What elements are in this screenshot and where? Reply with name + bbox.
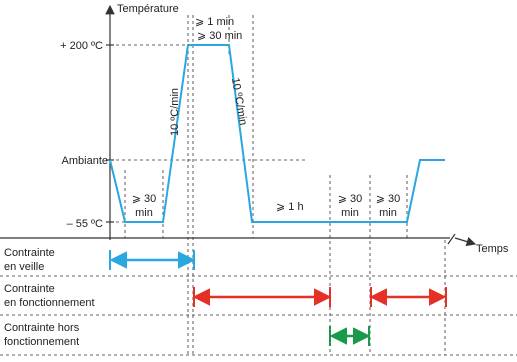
row-label: Contrainte en fonctionnement — [4, 283, 95, 309]
level-label: Ambiante — [62, 155, 108, 167]
annotation: 10 ºC/min — [169, 88, 181, 136]
x-axis-title: Temps — [476, 243, 509, 255]
axes — [0, 4, 477, 247]
annotation: ⩾ 1 h — [276, 201, 304, 213]
temperature-profile — [109, 44, 445, 223]
annotation: ⩾ 30 min — [338, 193, 363, 219]
annotation: ⩾ 30 min — [376, 193, 401, 219]
level-label: – 55 ºC — [67, 218, 103, 230]
row-label: Contrainte en veille — [4, 247, 55, 273]
y-axis-title: Température — [117, 3, 179, 15]
annotation: ⩾ 30 min — [132, 193, 157, 219]
annotation: ⩾ 30 min — [197, 30, 242, 42]
annotation: ⩾ 1 min — [195, 16, 234, 28]
annotation: 10 ºC/min — [229, 77, 249, 126]
row-label: Contrainte hors fonctionnement — [4, 322, 80, 348]
stress-arrows — [109, 250, 447, 346]
level-label: + 200 ºC — [60, 40, 103, 52]
